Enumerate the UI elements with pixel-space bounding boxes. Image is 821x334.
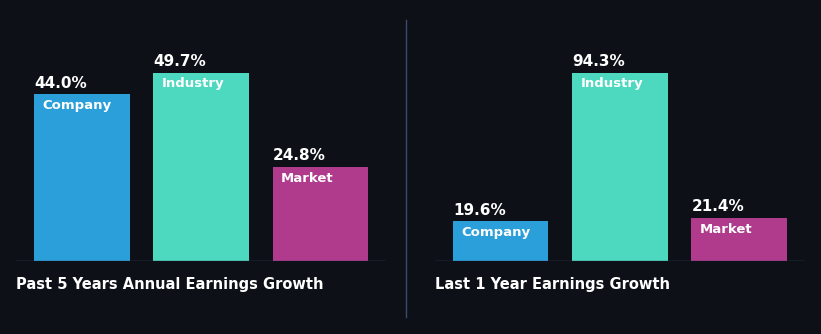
Bar (453, 221, 548, 261)
Text: 44.0%: 44.0% (34, 75, 87, 91)
Text: Company: Company (43, 99, 112, 112)
Bar (572, 73, 667, 261)
Text: Market: Market (281, 172, 333, 185)
Text: 94.3%: 94.3% (572, 54, 625, 69)
Text: 24.8%: 24.8% (273, 148, 325, 163)
Text: 49.7%: 49.7% (154, 54, 206, 69)
Text: Past 5 Years Annual Earnings Growth: Past 5 Years Annual Earnings Growth (16, 277, 324, 292)
Text: 21.4%: 21.4% (691, 199, 744, 214)
Text: Last 1 Year Earnings Growth: Last 1 Year Earnings Growth (435, 277, 670, 292)
Text: Company: Company (461, 226, 530, 239)
Text: 19.6%: 19.6% (453, 203, 506, 218)
Bar (34, 94, 130, 261)
Text: Industry: Industry (580, 77, 643, 91)
Bar (273, 167, 368, 261)
Bar (154, 73, 249, 261)
Bar (691, 218, 787, 261)
Text: Market: Market (699, 223, 752, 236)
Text: Industry: Industry (162, 77, 224, 91)
